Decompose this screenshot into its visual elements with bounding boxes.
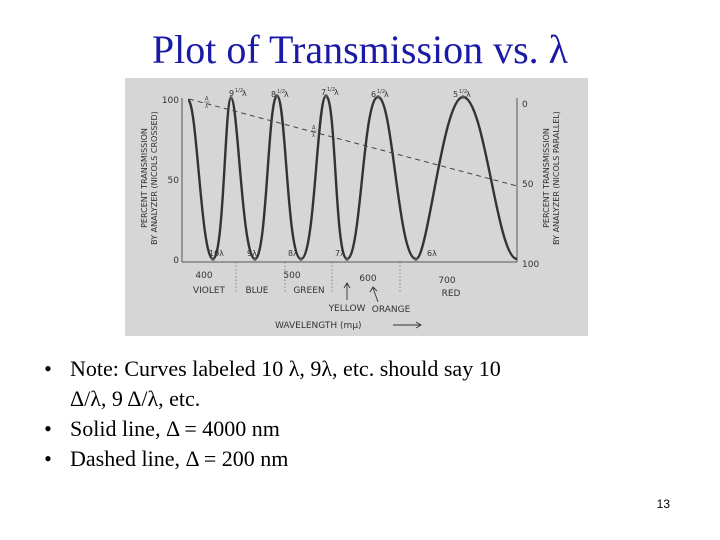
svg-text:1/2: 1/2: [459, 89, 467, 95]
yellow-arrow: [343, 282, 351, 300]
right-tick-50: 50: [522, 180, 534, 190]
bullet-text: Note: Curves labeled 10 λ, 9λ, etc. shou…: [70, 356, 501, 381]
bullet-dashed-line: • Dashed line, Δ = 200 nm: [38, 444, 658, 474]
right-axis-title-1: PERCENT TRANSMISSION: [542, 128, 551, 228]
orange-arrow: [369, 286, 379, 303]
bullet-marker: •: [44, 356, 52, 381]
svg-text:λ: λ: [205, 104, 208, 110]
bullet-marker: •: [44, 446, 52, 471]
svg-text:Δ: Δ: [312, 125, 316, 131]
right-tick-100: 100: [522, 260, 539, 270]
right-axis-title-2: BY ANALYZER (NICOLS PARALLEL): [552, 111, 561, 245]
trough-label-8: 8λ: [288, 249, 298, 258]
page-number: 13: [656, 497, 670, 511]
bullet-solid-line: • Solid line, Δ = 4000 nm: [38, 414, 658, 444]
x-tick-600: 600: [359, 274, 376, 284]
svg-text:5: 5: [453, 90, 458, 99]
svg-text:1/2: 1/2: [327, 87, 335, 93]
x-tick-500: 500: [283, 271, 300, 281]
dashed-transmission-line: [188, 98, 518, 187]
trough-label-10: 10λ: [209, 249, 224, 258]
peak-label-5-5: 5 1/2 λ: [453, 89, 471, 99]
trough-label-6: 6λ: [427, 249, 437, 258]
dashed-label-1: Δ λ: [204, 96, 210, 110]
svg-text:6: 6: [371, 90, 376, 99]
right-tick-0: 0: [522, 100, 528, 110]
arrow-label-orange: ORANGE: [372, 305, 411, 315]
left-tick-50: 50: [168, 176, 180, 186]
band-red: RED: [442, 289, 461, 299]
peak-label-9-5: 9 1/2 λ: [229, 88, 247, 98]
svg-text:λ: λ: [242, 89, 247, 98]
x-tick-400: 400: [195, 271, 212, 281]
svg-text:9: 9: [229, 89, 234, 98]
arrow-label-yellow: YELLOW: [328, 304, 366, 314]
bullet-marker: •: [44, 416, 52, 441]
bullet-text-continued: Δ/λ, 9 Δ/λ, etc.: [70, 386, 201, 411]
band-violet: VIOLET: [193, 286, 226, 296]
svg-text:λ: λ: [312, 133, 315, 139]
peak-label-6-5: 6 1/2 λ: [371, 89, 389, 99]
transmission-plot: PERCENT TRANSMISSION BY ANALYZER (NICOLS…: [140, 87, 561, 331]
curve-markers: [211, 94, 465, 261]
x-tick-700: 700: [438, 276, 455, 286]
left-axis-title-1: PERCENT TRANSMISSION: [140, 128, 149, 228]
svg-text:7: 7: [321, 88, 326, 97]
bullet-text: Solid line, Δ = 4000 nm: [70, 416, 280, 441]
bullet-list: • Note: Curves labeled 10 λ, 9λ, etc. sh…: [38, 354, 658, 474]
svg-text:Δ: Δ: [205, 96, 209, 102]
svg-text:1/2: 1/2: [235, 88, 243, 94]
left-tick-0: 0: [173, 256, 179, 266]
svg-text:1/2: 1/2: [377, 89, 385, 95]
band-blue: BLUE: [245, 286, 268, 296]
band-green: GREEN: [293, 286, 324, 296]
svg-text:λ: λ: [466, 90, 471, 99]
dashed-label-2: Δ λ: [311, 125, 317, 139]
transmission-figure: PERCENT TRANSMISSION BY ANALYZER (NICOLS…: [125, 78, 588, 336]
svg-text:λ: λ: [334, 88, 339, 97]
svg-text:1/2: 1/2: [277, 89, 285, 95]
trough-label-9: 9λ: [247, 249, 257, 258]
slide-title: Plot of Transmission vs. λ: [151, 27, 569, 72]
svg-text:8: 8: [271, 90, 276, 99]
peak-label-7-5: 7 1/2 λ: [321, 87, 339, 97]
svg-text:λ: λ: [384, 90, 389, 99]
svg-text:λ: λ: [284, 90, 289, 99]
left-axis-title-2: BY ANALYZER (NICOLS CROSSED): [150, 111, 159, 245]
x-axis-title-arrow: [393, 321, 422, 329]
bullet-text: Dashed line, Δ = 200 nm: [70, 446, 289, 471]
trough-label-7: 7λ: [335, 249, 345, 258]
left-tick-100: 100: [162, 96, 179, 106]
band-separators: [235, 262, 401, 293]
peak-label-8-5: 8 1/2 λ: [271, 89, 289, 99]
solid-transmission-curve: [186, 94, 518, 261]
x-axis-title: WAVELENGTH (mμ): [275, 321, 362, 331]
bullet-note: • Note: Curves labeled 10 λ, 9λ, etc. sh…: [38, 354, 658, 414]
